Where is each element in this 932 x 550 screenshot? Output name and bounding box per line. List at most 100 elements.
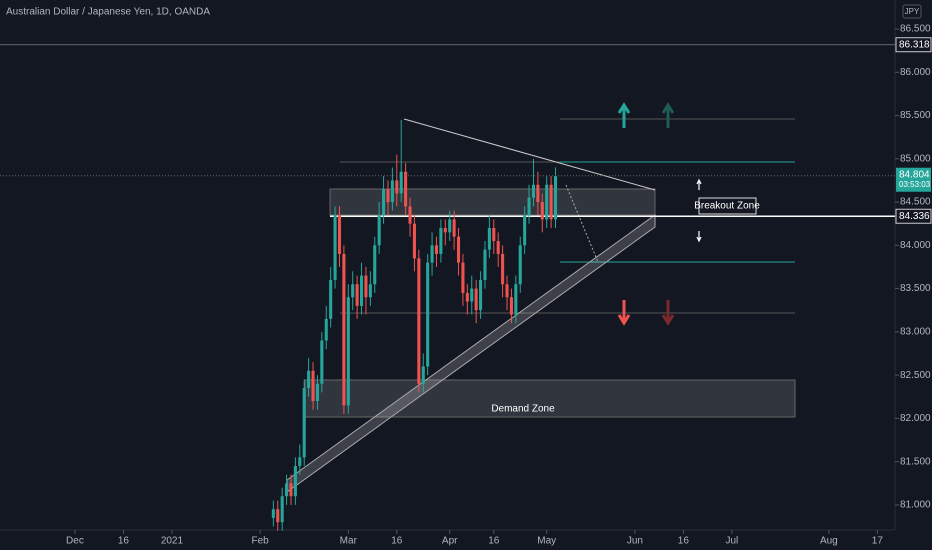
candle-body <box>390 180 394 203</box>
candle-body <box>443 228 447 233</box>
y-tick-label: 86.500 <box>900 24 931 35</box>
candle-body <box>514 284 518 315</box>
x-tick-label: Jun <box>627 536 643 547</box>
x-tick-label: Apr <box>442 536 458 547</box>
candle-body <box>461 262 465 293</box>
candle-body <box>329 279 333 319</box>
y-tick-label: 82.500 <box>900 370 931 381</box>
candle-body <box>439 228 443 254</box>
candle-body <box>540 202 544 220</box>
y-tick-label: 84.000 <box>900 240 931 251</box>
x-tick-label: May <box>537 536 556 547</box>
candle-body <box>382 189 386 216</box>
candle-body <box>417 258 421 384</box>
y-tick-label: 83.500 <box>900 283 931 294</box>
y-tick-label: 86.000 <box>900 67 931 78</box>
arrow-down <box>661 300 675 326</box>
last-price-label: 84.804 <box>899 169 930 180</box>
y-tick-label: 83.000 <box>900 326 931 337</box>
candle-body <box>346 297 350 406</box>
arrow-down <box>617 300 631 326</box>
x-tick-label: Mar <box>340 536 358 547</box>
x-tick-label: 16 <box>118 536 130 547</box>
candle-body <box>307 370 311 389</box>
candle-body <box>395 180 399 194</box>
x-tick-label: 16 <box>391 536 403 547</box>
trend-channel <box>286 214 656 493</box>
candle-body <box>364 275 368 298</box>
candle-body <box>421 366 425 384</box>
candle-body <box>386 189 390 203</box>
candle-body <box>293 465 297 497</box>
candle-body <box>337 215 342 254</box>
candle-body <box>289 483 293 497</box>
candle-body <box>412 223 416 259</box>
currency: JPY <box>905 7 920 16</box>
candle-body <box>399 171 403 194</box>
candle-body <box>470 288 474 302</box>
candle-body <box>430 245 434 263</box>
candle-body <box>505 284 509 298</box>
y-tick-label: 84.500 <box>900 197 931 208</box>
trend-line <box>403 118 656 191</box>
x-tick-label: Feb <box>252 536 270 547</box>
arrow-up <box>661 102 675 128</box>
x-tick-label: 17 <box>872 536 884 547</box>
candle-body <box>298 457 302 466</box>
candle-body <box>324 318 328 341</box>
price-label: 86.318 <box>899 39 930 50</box>
candle-body <box>359 275 364 306</box>
currency-box <box>902 4 922 19</box>
candle-body <box>452 219 456 237</box>
y-tick-label: 85.000 <box>900 153 931 164</box>
candle-body <box>377 215 381 246</box>
price-label-box <box>895 37 932 53</box>
x-tick-label: 2021 <box>161 536 184 547</box>
candle-body <box>342 253 346 406</box>
candle-body <box>448 219 452 233</box>
candle-body <box>276 509 280 523</box>
arrow-up <box>696 178 702 190</box>
candle-body <box>553 176 558 220</box>
arrow-down <box>696 231 702 243</box>
arrow-up <box>617 102 631 128</box>
candle-body <box>496 240 500 254</box>
candle-body <box>355 284 359 306</box>
candle-body <box>549 184 553 220</box>
candle-body <box>523 215 527 246</box>
candle-body <box>474 288 478 311</box>
x-tick-label: Dec <box>66 536 84 547</box>
candle-body <box>320 340 324 384</box>
price-label: 84.336 <box>899 211 930 222</box>
candle-body <box>368 284 372 298</box>
candle-body <box>531 184 536 198</box>
candle-body <box>315 383 319 402</box>
chart-title: Australian Dollar / Japanese Yen, 1D, OA… <box>6 7 210 18</box>
candle-body <box>404 171 408 207</box>
x-tick-label: 16 <box>678 536 690 547</box>
candle-body <box>518 245 522 285</box>
candle-body <box>302 388 306 458</box>
candle-body <box>536 184 540 203</box>
candle-body <box>351 284 355 298</box>
x-tick-label: Jul <box>725 536 738 547</box>
candle-body <box>285 483 289 497</box>
candle-body <box>487 228 491 250</box>
y-tick-label: 81.000 <box>900 500 931 511</box>
candle-body <box>408 206 412 224</box>
annotation: Demand Zone <box>491 404 555 415</box>
drawings: Breakout Zone Demand Zone <box>286 102 796 493</box>
candle-body <box>280 496 284 523</box>
candle-body <box>527 197 531 216</box>
y-tick-label: 82.000 <box>900 413 931 424</box>
y-tick-label: 81.500 <box>900 456 931 467</box>
candle-body <box>333 215 337 280</box>
candle-body <box>509 297 513 315</box>
candle-body <box>456 236 461 263</box>
candle-body <box>492 228 496 241</box>
price-label-box <box>895 208 932 224</box>
candle-body <box>271 509 275 518</box>
candle-body <box>501 253 505 285</box>
